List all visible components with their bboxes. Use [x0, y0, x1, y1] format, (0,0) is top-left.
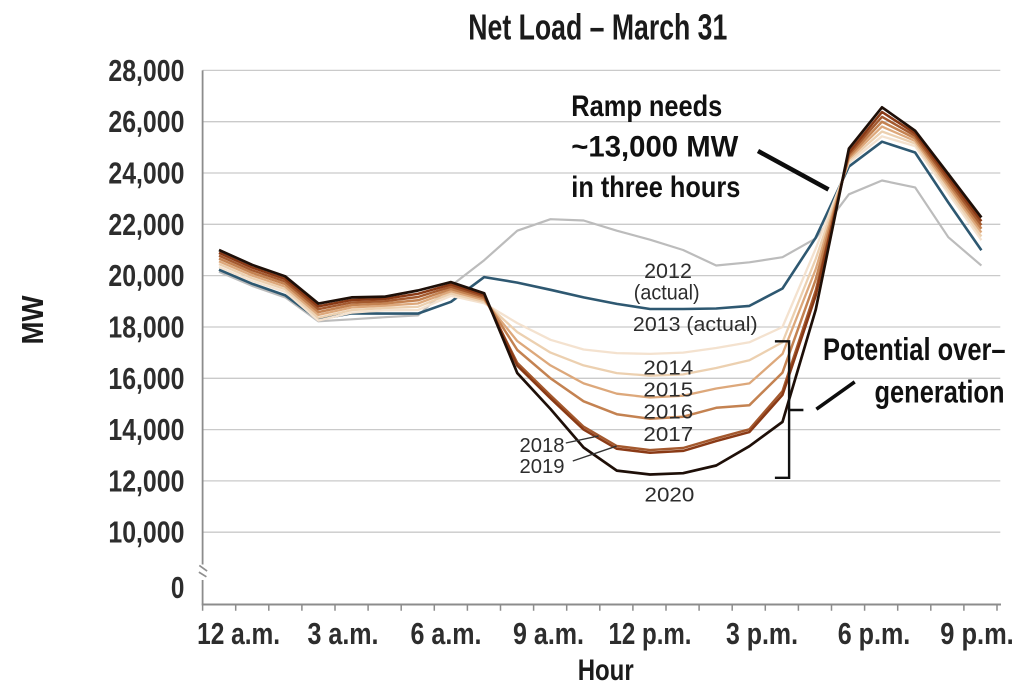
svg-text:12,000: 12,000	[108, 464, 184, 498]
svg-text:2020: 2020	[645, 484, 695, 507]
svg-text:6 a.m.: 6 a.m.	[411, 617, 482, 651]
svg-text:Hour: Hour	[578, 654, 634, 687]
svg-text:2012: 2012	[644, 260, 692, 283]
svg-text:Potential over–: Potential over–	[823, 331, 1006, 367]
svg-text:0: 0	[171, 571, 185, 605]
svg-text:2013 (actual): 2013 (actual)	[633, 313, 758, 336]
svg-text:Net Load – March 31: Net Load – March 31	[468, 7, 727, 48]
svg-text:12 a.m.: 12 a.m.	[197, 617, 280, 651]
svg-text:2016: 2016	[643, 401, 693, 424]
svg-text:(actual): (actual)	[634, 282, 700, 305]
svg-text:16,000: 16,000	[108, 362, 184, 396]
svg-text:2017: 2017	[643, 423, 693, 446]
svg-text:26,000: 26,000	[108, 105, 184, 139]
svg-text:10,000: 10,000	[108, 516, 184, 550]
svg-text:2015: 2015	[643, 379, 693, 402]
svg-text:3 a.m.: 3 a.m.	[308, 617, 379, 651]
svg-text:28,000: 28,000	[108, 54, 184, 88]
svg-text:14,000: 14,000	[108, 413, 184, 447]
svg-text:9 p.m.: 9 p.m.	[940, 617, 1014, 651]
svg-text:2014: 2014	[643, 357, 693, 380]
svg-text:2019: 2019	[520, 455, 565, 478]
svg-text:MW: MW	[15, 295, 50, 345]
svg-text:9 a.m.: 9 a.m.	[513, 617, 584, 651]
svg-text:2018: 2018	[520, 434, 565, 457]
svg-text:in three hours: in three hours	[571, 171, 740, 204]
svg-text:~13,000 MW: ~13,000 MW	[571, 131, 739, 164]
svg-text:12 p.m.: 12 p.m.	[609, 617, 692, 651]
svg-text:22,000: 22,000	[108, 208, 184, 242]
svg-text:20,000: 20,000	[108, 259, 184, 293]
svg-text:6 p.m.: 6 p.m.	[838, 617, 911, 651]
svg-text:18,000: 18,000	[108, 310, 184, 344]
svg-text:generation: generation	[875, 374, 1005, 410]
svg-text:3 p.m.: 3 p.m.	[726, 617, 798, 651]
svg-text:24,000: 24,000	[108, 157, 184, 191]
svg-text:Ramp needs: Ramp needs	[571, 90, 722, 123]
